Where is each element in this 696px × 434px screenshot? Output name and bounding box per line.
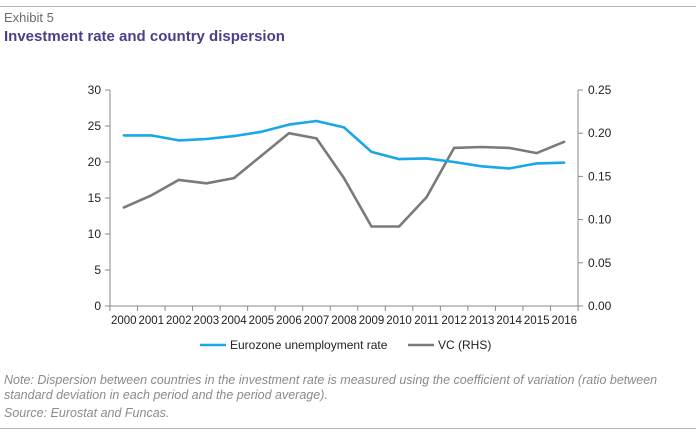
data-point (425, 157, 428, 160)
x-tick-label: 2000 (111, 315, 137, 327)
data-point (563, 161, 566, 164)
data-point (315, 137, 318, 140)
left-tick-label: 20 (88, 155, 102, 169)
x-tick-label: 2015 (524, 315, 550, 327)
data-point (397, 225, 401, 228)
top-rule (0, 6, 696, 7)
data-point (507, 167, 511, 170)
right-axis: 0.00 0.05 0.10 0.15 0.20 0.25 (577, 83, 612, 313)
data-point (232, 176, 236, 180)
x-tick-label: 2006 (276, 315, 302, 327)
data-point (122, 134, 125, 137)
x-tick-label: 2007 (304, 315, 330, 327)
x-tick-label: 2016 (551, 315, 577, 327)
data-point (425, 195, 428, 199)
data-point (287, 132, 291, 135)
right-tick-label: 0.15 (588, 169, 612, 183)
x-tick-label: 2009 (359, 315, 385, 327)
data-point (452, 146, 456, 150)
legend-label-1: Eurozone unemployment rate (230, 338, 388, 352)
data-point (260, 154, 263, 157)
data-point (535, 162, 538, 165)
data-point (480, 145, 483, 149)
right-tick-label: 0.25 (588, 83, 612, 97)
data-point (563, 140, 566, 144)
left-tick-label: 25 (88, 119, 102, 133)
data-point (150, 134, 153, 137)
series-layer (122, 119, 566, 228)
data-point (452, 160, 456, 164)
legend: Eurozone unemployment rate VC (RHS) (200, 338, 491, 352)
series-line-2 (123, 131, 565, 228)
x-tick-label: 2003 (194, 315, 220, 327)
right-tick-label: 0.00 (588, 299, 612, 313)
data-point (177, 139, 181, 142)
data-point (535, 151, 538, 155)
data-point (397, 157, 401, 161)
left-tick-label: 15 (88, 191, 102, 205)
left-tick-label: 0 (94, 299, 101, 313)
x-tick-label: 2012 (441, 315, 467, 327)
footnote: Note: Dispersion between countries in th… (4, 373, 658, 402)
data-point (177, 178, 181, 182)
x-tick-label: 2008 (331, 315, 357, 327)
x-axis: 2000 2001 2002 2003 2004 2005 2006 2007 2008 2009… (109, 305, 579, 327)
data-point (260, 130, 263, 133)
data-point (342, 176, 346, 180)
data-point (480, 165, 483, 168)
left-tick-label: 5 (94, 263, 101, 277)
x-tick-label: 2011 (414, 315, 439, 327)
x-tick-label: 2005 (249, 315, 275, 327)
right-tick-label: 0.05 (588, 256, 612, 270)
data-point (507, 146, 511, 150)
data-point (370, 225, 373, 228)
data-point (205, 182, 208, 185)
x-tick-label: 2013 (469, 315, 495, 327)
left-tick-label: 10 (88, 227, 102, 241)
data-point (342, 126, 346, 129)
data-point (150, 194, 153, 197)
right-tick-label: 0.20 (588, 126, 612, 140)
data-point (122, 206, 125, 209)
data-point (370, 150, 373, 154)
line-chart: 0 5 10 15 20 25 30 0.00 0.05 0.10 0.15 0.20 0.25 20… (88, 83, 612, 352)
source-note: Source: Eurostat and Funcas. (4, 406, 170, 420)
data-point (205, 137, 208, 141)
x-tick-label: 2004 (221, 315, 247, 327)
x-tick-label: 2001 (138, 315, 164, 327)
bottom-rule (0, 428, 696, 429)
left-tick-label: 30 (88, 83, 102, 97)
x-tick-label: 2010 (386, 315, 412, 327)
exhibit-label: Exhibit 5 (4, 10, 54, 25)
left-axis: 0 5 10 15 20 25 30 (88, 83, 111, 313)
x-tick-label: 2014 (496, 315, 522, 327)
chart-title: Investment rate and country dispersion (4, 28, 285, 45)
data-point (287, 123, 291, 126)
right-tick-label: 0.10 (588, 213, 612, 227)
data-point (232, 134, 236, 138)
legend-label-2: VC (RHS) (438, 338, 491, 352)
x-tick-label: 2002 (166, 315, 192, 327)
data-point (315, 119, 318, 123)
